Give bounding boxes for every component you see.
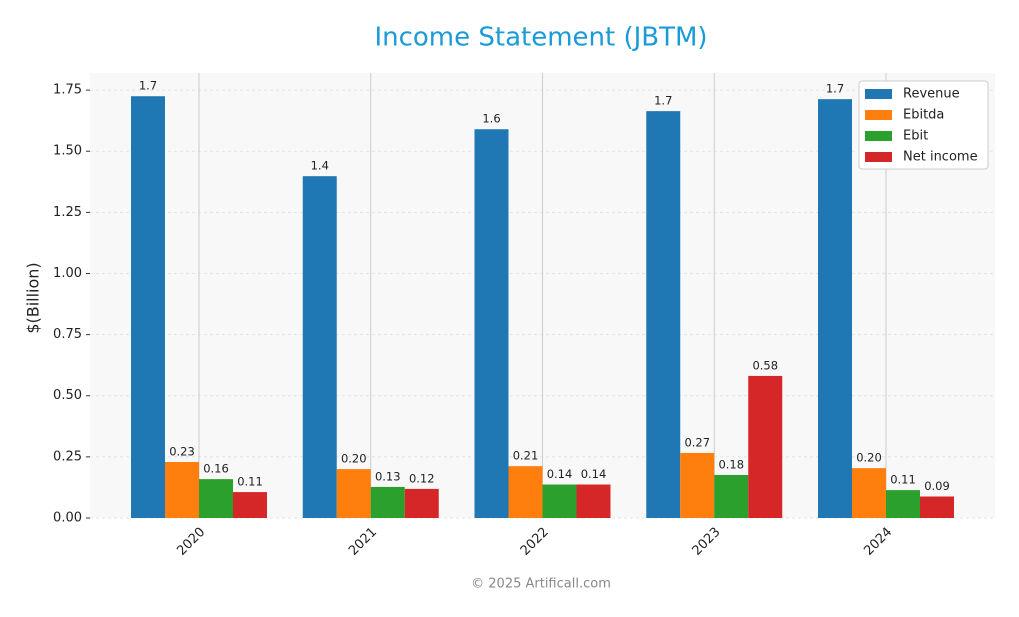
y-tick-label: 0.50 <box>53 388 82 403</box>
y-axis-label: $(Billion) <box>24 262 43 333</box>
legend-box <box>858 80 989 170</box>
chart-title: Income Statement (JBTM) <box>374 23 707 53</box>
value-label: 0.11 <box>890 473 916 487</box>
bar <box>233 492 267 518</box>
bar <box>474 129 509 518</box>
legend-label: Ebit <box>903 129 928 144</box>
value-label: 0.20 <box>856 451 882 465</box>
bar <box>646 111 681 519</box>
y-tick-label: 0.00 <box>53 511 82 526</box>
value-label: 1.7 <box>654 94 672 108</box>
value-label: 0.21 <box>513 449 539 463</box>
bar <box>508 466 543 518</box>
x-tick-label: 2021 <box>346 525 380 559</box>
bar <box>404 488 439 518</box>
bar <box>542 484 577 518</box>
bar <box>852 468 886 518</box>
value-label: 0.16 <box>203 462 229 476</box>
y-tick-label: 0.25 <box>53 449 82 464</box>
legend-label: Net income <box>903 150 978 165</box>
value-label: 1.7 <box>139 79 157 93</box>
legend-label: Ebitda <box>903 108 944 123</box>
y-tick-label: 0.75 <box>53 327 82 342</box>
x-tick-label: 2022 <box>518 525 552 559</box>
bar <box>748 375 783 518</box>
value-label: 1.7 <box>826 82 844 96</box>
bar <box>370 486 405 518</box>
bar <box>818 99 852 519</box>
bar <box>336 469 371 518</box>
legend-label: Revenue <box>903 87 960 102</box>
bar <box>714 474 749 518</box>
bar <box>886 490 920 518</box>
value-label: 0.20 <box>341 452 367 466</box>
legend-swatch <box>865 110 892 120</box>
value-label: 1.4 <box>311 159 329 173</box>
value-label: 0.58 <box>752 358 778 372</box>
legend-swatch <box>865 152 892 162</box>
value-label: 0.18 <box>718 457 744 471</box>
value-label: 0.27 <box>684 435 710 449</box>
legend-swatch <box>865 131 892 141</box>
bar <box>920 496 954 518</box>
bar <box>576 484 611 518</box>
y-tick-label: 1.75 <box>53 83 82 98</box>
value-label: 0.14 <box>581 467 607 481</box>
value-label: 0.09 <box>924 479 950 493</box>
bar <box>680 452 715 518</box>
value-label: 0.11 <box>237 475 263 489</box>
y-tick-label: 1.50 <box>53 144 82 159</box>
value-label: 1.6 <box>482 112 500 126</box>
bar <box>302 176 337 518</box>
bar <box>165 462 199 518</box>
y-tick-label: 1.00 <box>53 266 82 281</box>
footer: © 2025 Artificall.com <box>471 577 611 592</box>
x-tick-label: 2023 <box>690 525 724 559</box>
value-label: 0.13 <box>375 469 401 483</box>
value-label: 0.12 <box>409 471 435 485</box>
value-label: 0.23 <box>169 445 195 459</box>
bar <box>199 479 233 518</box>
y-tick-label: 1.25 <box>53 205 82 220</box>
x-tick-label: 2020 <box>174 525 208 559</box>
value-label: 0.14 <box>547 467 573 481</box>
x-tick-label: 2024 <box>861 525 895 559</box>
bar <box>131 96 165 518</box>
legend-swatch <box>865 89 892 99</box>
